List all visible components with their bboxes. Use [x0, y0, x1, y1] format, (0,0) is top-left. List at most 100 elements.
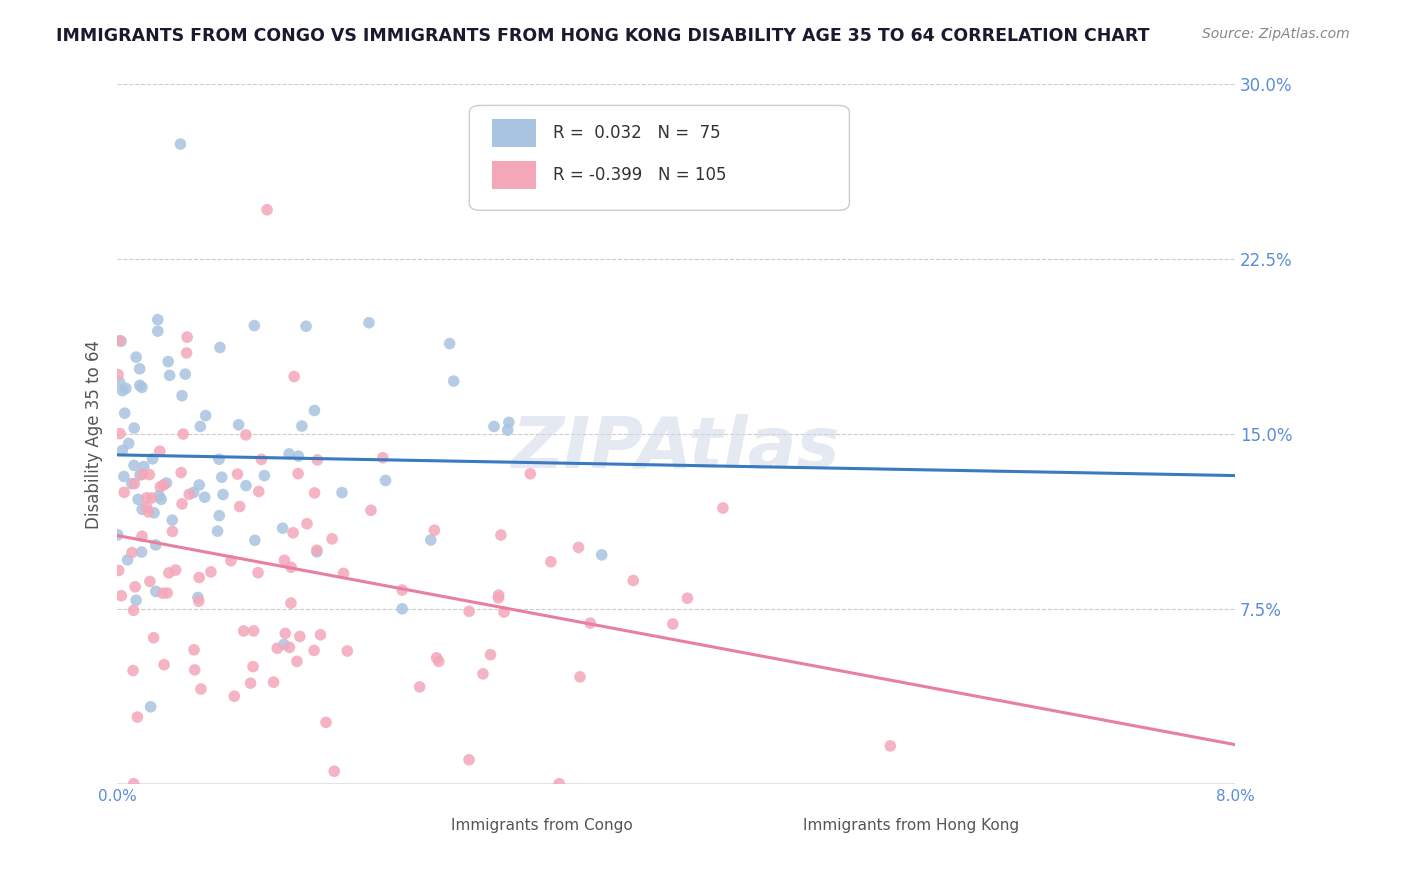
Point	[287, 467, 309, 481]
Point	[212, 487, 235, 501]
Point	[131, 502, 153, 516]
Point	[165, 563, 187, 577]
FancyBboxPatch shape	[470, 105, 849, 211]
Point	[160, 513, 183, 527]
Point	[107, 564, 129, 578]
Point	[280, 560, 302, 574]
Text: R = -0.399   N = 105: R = -0.399 N = 105	[553, 166, 727, 185]
Point	[291, 419, 314, 434]
Point	[122, 777, 145, 791]
Point	[263, 675, 285, 690]
Point	[498, 416, 520, 430]
Point	[479, 648, 502, 662]
Point	[162, 524, 184, 539]
FancyBboxPatch shape	[492, 161, 537, 189]
Point	[232, 624, 254, 638]
Point	[110, 589, 132, 603]
Point	[374, 474, 396, 488]
Point	[662, 617, 685, 632]
Point	[287, 449, 309, 463]
Point	[224, 690, 246, 704]
Point	[360, 503, 382, 517]
FancyBboxPatch shape	[793, 814, 821, 834]
Point	[228, 417, 250, 432]
Point	[307, 453, 329, 467]
Point	[247, 484, 270, 499]
Y-axis label: Disability Age 35 to 64: Disability Age 35 to 64	[86, 340, 103, 529]
Point	[108, 375, 131, 389]
Point	[357, 316, 380, 330]
Point	[235, 428, 257, 442]
Point	[419, 533, 441, 547]
Point	[239, 676, 262, 690]
Point	[332, 566, 354, 581]
Point	[155, 475, 177, 490]
Point	[305, 545, 328, 559]
Point	[211, 470, 233, 484]
Point	[496, 423, 519, 437]
Point	[122, 664, 145, 678]
Point	[579, 615, 602, 630]
Text: Immigrants from Hong Kong: Immigrants from Hong Kong	[803, 818, 1019, 833]
FancyBboxPatch shape	[492, 120, 537, 147]
Point	[247, 566, 270, 580]
Point	[125, 350, 148, 364]
Point	[288, 629, 311, 643]
Point	[304, 486, 326, 500]
Point	[295, 516, 318, 531]
Point	[253, 468, 276, 483]
Point	[548, 777, 571, 791]
Point	[439, 336, 461, 351]
Point	[127, 710, 149, 724]
Point	[426, 650, 449, 665]
Point	[157, 566, 180, 580]
Point	[107, 528, 129, 542]
Point	[131, 380, 153, 394]
Point	[519, 467, 541, 481]
Point	[124, 476, 146, 491]
Point	[274, 626, 297, 640]
Point	[304, 403, 326, 417]
Point	[271, 521, 294, 535]
Point	[187, 591, 209, 605]
Point	[278, 640, 301, 655]
Point	[194, 490, 217, 504]
Point	[128, 378, 150, 392]
Point	[176, 346, 198, 360]
Point	[146, 312, 169, 326]
Point	[122, 458, 145, 473]
Point	[427, 654, 450, 668]
Point	[208, 452, 231, 467]
Point	[471, 666, 494, 681]
Point	[458, 753, 481, 767]
Point	[179, 487, 201, 501]
Point	[489, 528, 512, 542]
Point	[242, 659, 264, 673]
Point	[458, 604, 481, 618]
Point	[127, 492, 149, 507]
Point	[129, 468, 152, 483]
Point	[121, 546, 143, 560]
Text: IMMIGRANTS FROM CONGO VS IMMIGRANTS FROM HONG KONG DISABILITY AGE 35 TO 64 CORRE: IMMIGRANTS FROM CONGO VS IMMIGRANTS FROM…	[56, 27, 1150, 45]
Point	[145, 584, 167, 599]
Point	[170, 389, 193, 403]
Point	[111, 384, 134, 398]
Point	[107, 368, 129, 382]
Point	[273, 637, 295, 651]
Point	[150, 492, 173, 507]
Point	[408, 680, 430, 694]
Point	[208, 341, 231, 355]
Point	[108, 334, 131, 348]
Point	[118, 436, 141, 450]
Point	[280, 596, 302, 610]
FancyBboxPatch shape	[430, 814, 458, 834]
Point	[235, 478, 257, 492]
Point	[122, 421, 145, 435]
Point	[170, 497, 193, 511]
Point	[569, 670, 592, 684]
Point	[336, 644, 359, 658]
Point	[112, 485, 135, 500]
Point	[149, 444, 172, 458]
Point	[187, 594, 209, 608]
Point	[879, 739, 901, 753]
